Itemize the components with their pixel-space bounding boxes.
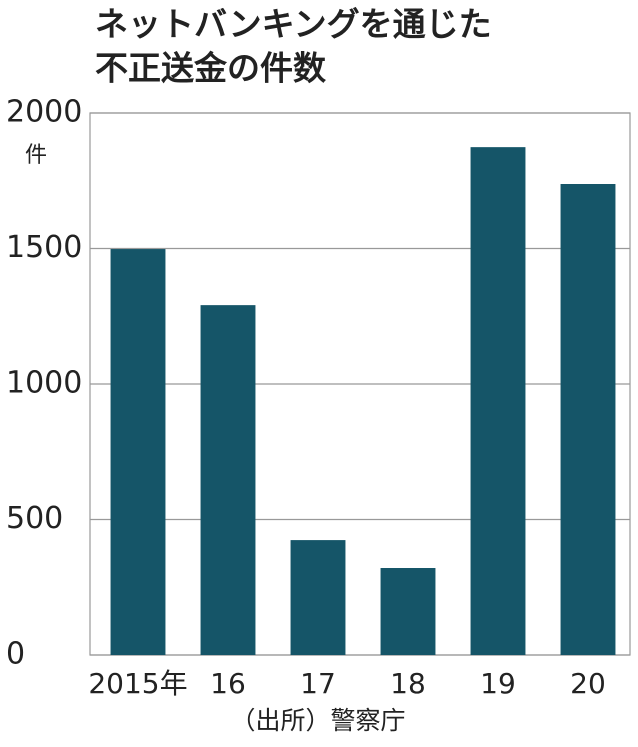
x-tick-label: 18 [390,667,426,700]
unit-label: 件 [25,143,47,168]
bar [560,184,616,655]
x-tick-label: 2015年 [88,667,187,700]
bar [470,147,526,655]
source: （出所）警察庁 [230,706,405,735]
x-tick-label: 19 [480,667,516,700]
bar [290,540,346,655]
y-tick-label: 500 [6,501,63,536]
y-tick-label: 0 [6,637,25,672]
y-tick-label: 1500 [6,230,82,265]
x-tick-label: 17 [300,667,336,700]
y-tick-label: 2000 [6,95,82,130]
bar [200,305,256,655]
bar [110,249,166,656]
bar [380,568,436,655]
x-tick-label: 20 [570,667,606,700]
chart-title: ネットバンキングを通じた [95,5,492,44]
y-tick-label: 1000 [6,366,82,401]
x-tick-label: 16 [210,667,246,700]
chart-title: 不正送金の件数 [95,49,327,88]
